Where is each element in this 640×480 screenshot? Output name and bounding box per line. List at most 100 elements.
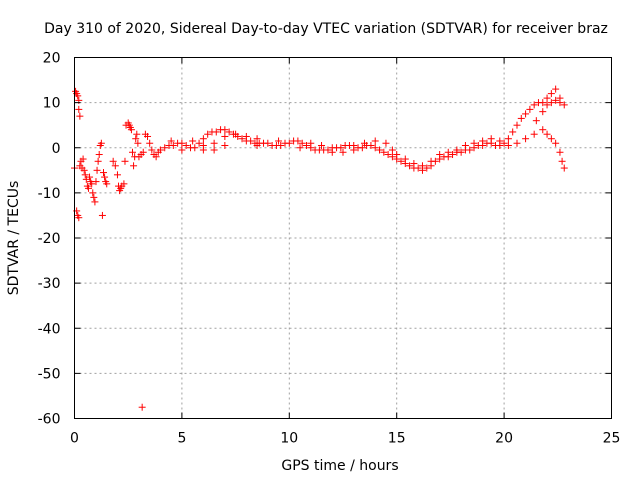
data-point <box>532 117 540 125</box>
data-point <box>558 157 566 165</box>
data-point <box>466 146 474 154</box>
data-point <box>232 130 240 138</box>
x-tick-label: 5 <box>177 431 186 447</box>
x-tick-label: 0 <box>70 431 79 447</box>
data-point <box>225 128 233 136</box>
data-point <box>264 139 272 147</box>
y-tick-labels: -60 -50 -40 -30 -20 -10 0 10 20 <box>38 51 61 428</box>
data-point <box>382 139 390 147</box>
data-point <box>210 146 218 154</box>
data-point <box>296 144 304 152</box>
data-point <box>397 157 405 165</box>
data-point <box>328 148 336 156</box>
data-point <box>247 137 255 145</box>
data-point <box>371 137 379 145</box>
data-point <box>128 148 136 156</box>
data-point <box>212 128 220 136</box>
data-point <box>457 148 465 156</box>
data-point <box>526 105 534 113</box>
data-point <box>89 189 97 197</box>
data-point <box>543 101 551 109</box>
data-point <box>556 148 564 156</box>
data-point <box>103 180 111 188</box>
x-tick-label: 25 <box>603 431 621 447</box>
data-point <box>393 151 401 159</box>
data-point <box>302 141 310 149</box>
data-point <box>199 135 207 143</box>
data-point <box>470 139 478 147</box>
data-point <box>410 160 418 168</box>
data-point <box>113 171 121 179</box>
data-point <box>277 141 285 149</box>
data-point <box>127 126 135 134</box>
data-point <box>88 180 96 188</box>
data-point <box>522 135 530 143</box>
axis-ticks <box>74 57 612 419</box>
data-point <box>91 198 99 206</box>
data-point <box>539 108 547 116</box>
data-point <box>543 130 551 138</box>
data-point <box>543 94 551 102</box>
data-point <box>552 85 560 93</box>
grid-lines <box>74 57 612 419</box>
data-point <box>94 157 102 165</box>
data-point <box>556 94 564 102</box>
y-tick-label: 0 <box>52 141 61 157</box>
data-point <box>121 157 129 165</box>
data-point <box>530 130 538 138</box>
data-point <box>487 135 495 143</box>
x-tick-label: 15 <box>388 431 406 447</box>
data-point <box>388 146 396 154</box>
data-point <box>453 146 461 154</box>
data-point <box>560 164 568 172</box>
data-point <box>552 139 560 147</box>
data-point <box>204 130 212 138</box>
data-point <box>109 157 117 165</box>
data-point <box>221 141 229 149</box>
data-point <box>148 146 156 154</box>
data-point <box>178 139 186 147</box>
data-point <box>275 137 283 145</box>
data-point <box>120 180 128 188</box>
x-axis-label: GPS time / hours <box>281 458 398 474</box>
data-point <box>161 144 169 152</box>
data-point <box>530 101 538 109</box>
y-tick-label: -10 <box>38 186 61 202</box>
data-point <box>178 146 186 154</box>
data-point <box>318 141 326 149</box>
data-point <box>99 169 107 177</box>
data-point <box>75 214 83 222</box>
data-point <box>76 112 84 120</box>
data-point <box>388 153 396 161</box>
data-point <box>210 139 218 147</box>
data-point <box>81 171 89 179</box>
x-tick-label: 10 <box>280 431 298 447</box>
data-point <box>238 135 246 143</box>
data-point <box>414 164 422 172</box>
data-point <box>504 141 512 149</box>
data-point <box>298 139 306 147</box>
data-point <box>367 141 375 149</box>
data-point <box>144 132 152 140</box>
data-point <box>294 137 302 145</box>
data-point <box>98 211 106 219</box>
data-point <box>138 403 146 411</box>
data-point <box>253 141 261 149</box>
data-point <box>513 139 521 147</box>
data-point <box>427 157 435 165</box>
data-point <box>134 139 142 147</box>
y-tick-label: -60 <box>38 412 61 428</box>
data-point <box>253 135 261 143</box>
chart-title: Day 310 of 2020, Sidereal Day-to-day VTE… <box>44 21 608 37</box>
data-points <box>71 85 568 411</box>
data-point <box>380 148 388 156</box>
data-point <box>522 110 530 118</box>
data-point <box>436 151 444 159</box>
data-point <box>479 137 487 145</box>
data-point <box>132 135 140 143</box>
data-point <box>547 90 555 98</box>
data-point <box>139 148 147 156</box>
data-point <box>95 151 103 159</box>
data-point <box>539 126 547 134</box>
data-point <box>221 132 229 140</box>
